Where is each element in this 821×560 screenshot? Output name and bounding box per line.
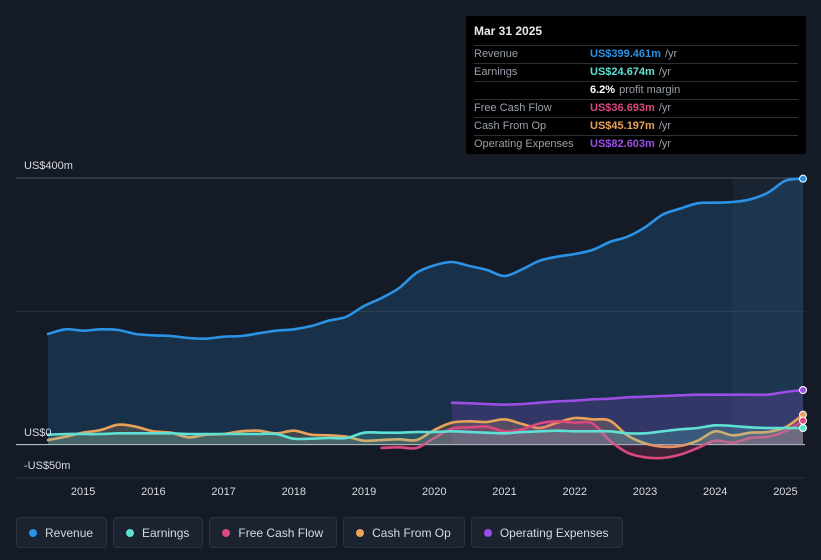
tooltip-row-value: US$82.603m	[590, 138, 655, 150]
x-tick-label: 2023	[633, 486, 657, 498]
tooltip-row-value: US$36.693m	[590, 102, 655, 114]
legend-dot-icon	[356, 528, 365, 537]
tooltip-row-unit: /yr	[658, 120, 672, 132]
data-tooltip: Mar 31 2025 Revenue US$399.461m/yr Earning…	[466, 16, 806, 154]
operating-expenses-end-point[interactable]	[799, 386, 807, 394]
legend-dot-icon	[483, 528, 492, 537]
legend: Revenue Earnings Free Cash Flow Cash From O…	[16, 517, 623, 548]
y-label-top: US$400m	[24, 160, 73, 172]
x-tick-label: 2024	[703, 486, 727, 498]
tooltip-row-label: Operating Expenses	[474, 138, 574, 150]
tooltip-row-value: US$45.197m	[590, 120, 655, 132]
legend-item-revenue[interactable]: Revenue	[16, 517, 108, 548]
tooltip-row: Earnings US$24.674m/yr	[474, 63, 798, 81]
tooltip-row: Cash From Op US$45.197m/yr	[474, 117, 798, 135]
tooltip-row-unit: /yr	[658, 66, 672, 78]
y-label-bottom: -US$50m	[24, 460, 71, 472]
tooltip-row-unit: /yr	[658, 102, 672, 114]
x-tick-label: 2016	[141, 486, 165, 498]
tooltip-row-value: US$399.461m	[590, 48, 661, 60]
earnings-line	[46, 423, 805, 441]
tooltip-date: Mar 31 2025	[474, 24, 543, 38]
x-tick-label: 2015	[71, 486, 95, 498]
tooltip-row-value: 6.2%	[590, 84, 616, 96]
revenue-line	[46, 177, 805, 341]
cash-from-op-area	[48, 414, 803, 447]
legend-label: Cash From Op	[372, 525, 451, 540]
legend-dot-icon	[222, 528, 231, 537]
series-layer	[46, 174, 807, 460]
tooltip-row-unit: profit margin	[619, 84, 681, 96]
free-cash-flow-end-point[interactable]	[799, 416, 807, 425]
earnings-area	[48, 425, 803, 445]
tooltip-row-label: Revenue	[474, 48, 519, 60]
tooltip-row: Free Cash Flow US$36.693m/yr	[474, 99, 798, 117]
x-tick-label: 2017	[211, 486, 235, 498]
tooltip-row-unit: /yr	[664, 48, 678, 60]
tooltip-row-label: Free Cash Flow	[474, 102, 552, 114]
operating-expenses-line	[450, 388, 805, 406]
tooltip-row: 6.2% profit margin	[474, 81, 798, 99]
tooltip-row: Operating Expenses US$82.603m/yr	[474, 135, 798, 153]
x-tick-label: 2020	[422, 486, 446, 498]
legend-item-earnings[interactable]: Earnings	[113, 517, 204, 548]
x-tick-label: 2018	[282, 486, 306, 498]
free-cash-flow-area	[381, 420, 803, 459]
x-tick-label: 2022	[563, 486, 587, 498]
tooltip-row-value: US$24.674m	[590, 66, 655, 78]
legend-label: Operating Expenses	[499, 525, 609, 540]
revenue-area	[48, 178, 803, 445]
free-cash-flow-line	[380, 419, 805, 460]
x-tick-label: 2021	[492, 486, 516, 498]
legend-label: Earnings	[142, 525, 190, 540]
tooltip-row-label: Earnings	[474, 66, 518, 78]
legend-item-cash-from-op[interactable]: Cash From Op	[343, 517, 465, 548]
legend-item-operating-expenses[interactable]: Operating Expenses	[470, 517, 623, 548]
legend-dot-icon	[29, 528, 37, 537]
revenue-end-point[interactable]	[799, 174, 807, 183]
tooltip-row: Revenue US$399.461m/yr	[474, 45, 798, 63]
legend-dot-icon	[126, 528, 135, 537]
legend-item-free-cash-flow[interactable]: Free Cash Flow	[209, 517, 338, 548]
earnings-end-point[interactable]	[799, 424, 807, 432]
y-label-zero: US$0	[24, 427, 52, 439]
legend-label: Revenue	[45, 525, 94, 540]
tooltip-row-label	[474, 82, 590, 99]
x-tick-label: 2019	[352, 486, 376, 498]
x-axis: 2015 2016 2017 2018 2019 2020 2021 2022 2023 2024…	[71, 486, 798, 498]
legend-label: Free Cash Flow	[238, 525, 324, 540]
x-tick-label: 2025	[773, 486, 797, 498]
tooltip-rows: Revenue US$399.461m/yr Earnings US$24.674m /…	[474, 45, 798, 153]
tooltip-row-unit: /yr	[658, 138, 672, 150]
tooltip-row-label: Cash From Op	[474, 120, 547, 132]
